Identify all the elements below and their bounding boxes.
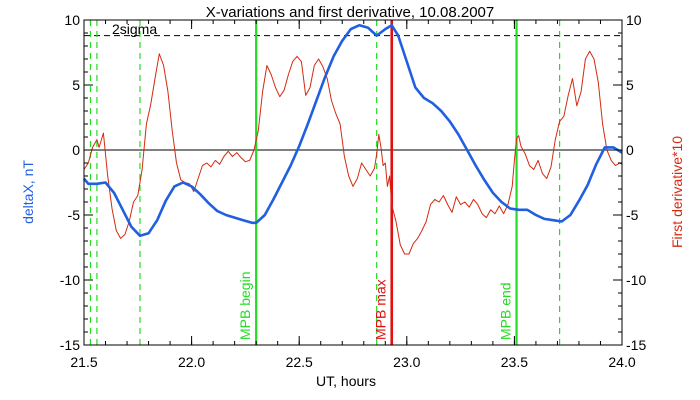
y-tick-label-left-4: 5	[72, 77, 80, 93]
x-tick-label-4: 23.5	[501, 354, 528, 370]
plot-frame	[83, 19, 623, 346]
series-derivative	[83, 50, 623, 255]
marker-label-6: MPB end	[498, 282, 514, 340]
y-tick-label-right-0: -15	[626, 337, 646, 353]
y-tick-label-left-2: -5	[68, 207, 81, 223]
y-axis-label-left: deltaX, nT	[20, 160, 36, 224]
y-tick-label-right-5: 10	[626, 12, 642, 28]
y-tick-label-left-3: 0	[72, 142, 80, 158]
axes: 21.5 22.0 22.5 23.0 23.5 24.0-15-10-50510-15-…	[60, 12, 647, 370]
y-axis-label-right: First derivative*10	[669, 136, 685, 248]
x-axis-label: UT, hours	[316, 373, 376, 389]
y-tick-label-left-5: 10	[64, 12, 80, 28]
plot-area: MPB begin MPB max MPB end	[82, 20, 623, 345]
y-tick-label-left-0: -15	[60, 337, 80, 353]
x-tick-label-2: 22.5	[286, 354, 313, 370]
x-tick-label-1: 22.0	[178, 354, 205, 370]
x-tick-label-3: 23.0	[393, 354, 420, 370]
y-tick-label-left-1: -10	[60, 272, 80, 288]
sigma-label: 2sigma	[112, 21, 157, 37]
x-tick-label-5: 24.0	[608, 354, 635, 370]
y-tick-label-right-1: -10	[626, 272, 646, 288]
marker-label-3: MPB begin	[237, 272, 253, 340]
marker-label-5: MPB max	[373, 279, 389, 340]
x-tick-label-0: 21.5	[70, 354, 97, 370]
y-tick-label-right-4: 5	[626, 77, 634, 93]
series-deltaX	[82, 23, 623, 238]
y-tick-label-right-3: 0	[626, 142, 634, 158]
chart-title: X-variations and first derivative, 10.08…	[206, 4, 495, 21]
y-tick-label-right-2: -5	[626, 207, 639, 223]
